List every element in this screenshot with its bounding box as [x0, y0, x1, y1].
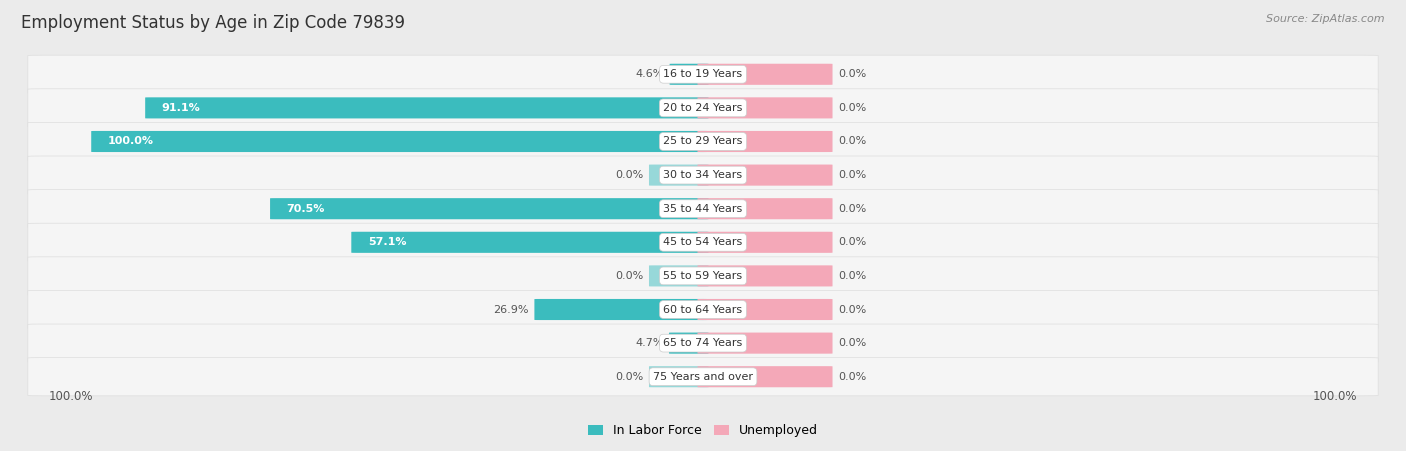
Text: 57.1%: 57.1%: [368, 237, 406, 247]
Text: 0.0%: 0.0%: [838, 103, 866, 113]
FancyBboxPatch shape: [28, 189, 1378, 228]
Text: 91.1%: 91.1%: [162, 103, 201, 113]
Text: 4.6%: 4.6%: [636, 69, 664, 79]
Text: 0.0%: 0.0%: [838, 338, 866, 348]
Text: 75 Years and over: 75 Years and over: [652, 372, 754, 382]
Text: 0.0%: 0.0%: [838, 170, 866, 180]
Text: 0.0%: 0.0%: [838, 137, 866, 147]
FancyBboxPatch shape: [28, 257, 1378, 295]
Text: 45 to 54 Years: 45 to 54 Years: [664, 237, 742, 247]
FancyBboxPatch shape: [28, 290, 1378, 329]
Text: 0.0%: 0.0%: [838, 271, 866, 281]
FancyBboxPatch shape: [697, 265, 832, 286]
Text: 100.0%: 100.0%: [1313, 390, 1358, 403]
Text: 0.0%: 0.0%: [838, 304, 866, 314]
Text: 0.0%: 0.0%: [838, 237, 866, 247]
Text: 35 to 44 Years: 35 to 44 Years: [664, 204, 742, 214]
Text: 55 to 59 Years: 55 to 59 Years: [664, 271, 742, 281]
FancyBboxPatch shape: [28, 324, 1378, 362]
Text: 70.5%: 70.5%: [287, 204, 325, 214]
FancyBboxPatch shape: [697, 332, 832, 354]
Text: 60 to 64 Years: 60 to 64 Years: [664, 304, 742, 314]
FancyBboxPatch shape: [697, 165, 832, 186]
Text: 100.0%: 100.0%: [48, 390, 93, 403]
FancyBboxPatch shape: [28, 55, 1378, 93]
FancyBboxPatch shape: [28, 358, 1378, 396]
FancyBboxPatch shape: [145, 97, 709, 119]
Text: 16 to 19 Years: 16 to 19 Years: [664, 69, 742, 79]
FancyBboxPatch shape: [697, 198, 832, 219]
FancyBboxPatch shape: [28, 223, 1378, 262]
Text: Employment Status by Age in Zip Code 79839: Employment Status by Age in Zip Code 798…: [21, 14, 405, 32]
Text: 25 to 29 Years: 25 to 29 Years: [664, 137, 742, 147]
FancyBboxPatch shape: [669, 332, 709, 354]
FancyBboxPatch shape: [352, 232, 709, 253]
Text: 100.0%: 100.0%: [108, 137, 153, 147]
FancyBboxPatch shape: [697, 64, 832, 85]
Text: 0.0%: 0.0%: [616, 372, 644, 382]
FancyBboxPatch shape: [697, 131, 832, 152]
Text: 0.0%: 0.0%: [616, 170, 644, 180]
Text: Source: ZipAtlas.com: Source: ZipAtlas.com: [1267, 14, 1385, 23]
FancyBboxPatch shape: [270, 198, 709, 219]
Text: 30 to 34 Years: 30 to 34 Years: [664, 170, 742, 180]
Text: 0.0%: 0.0%: [838, 69, 866, 79]
FancyBboxPatch shape: [28, 156, 1378, 194]
Text: 0.0%: 0.0%: [838, 372, 866, 382]
Text: 0.0%: 0.0%: [838, 204, 866, 214]
Text: 0.0%: 0.0%: [616, 271, 644, 281]
FancyBboxPatch shape: [697, 232, 832, 253]
Text: 20 to 24 Years: 20 to 24 Years: [664, 103, 742, 113]
FancyBboxPatch shape: [534, 299, 709, 320]
FancyBboxPatch shape: [91, 131, 709, 152]
FancyBboxPatch shape: [697, 299, 832, 320]
FancyBboxPatch shape: [28, 122, 1378, 161]
Legend: In Labor Force, Unemployed: In Labor Force, Unemployed: [583, 419, 823, 442]
FancyBboxPatch shape: [650, 265, 709, 286]
FancyBboxPatch shape: [650, 366, 709, 387]
Text: 4.7%: 4.7%: [636, 338, 664, 348]
FancyBboxPatch shape: [650, 165, 709, 186]
Text: 26.9%: 26.9%: [494, 304, 529, 314]
FancyBboxPatch shape: [28, 89, 1378, 127]
Text: 65 to 74 Years: 65 to 74 Years: [664, 338, 742, 348]
FancyBboxPatch shape: [697, 366, 832, 387]
FancyBboxPatch shape: [697, 97, 832, 119]
FancyBboxPatch shape: [669, 64, 709, 85]
